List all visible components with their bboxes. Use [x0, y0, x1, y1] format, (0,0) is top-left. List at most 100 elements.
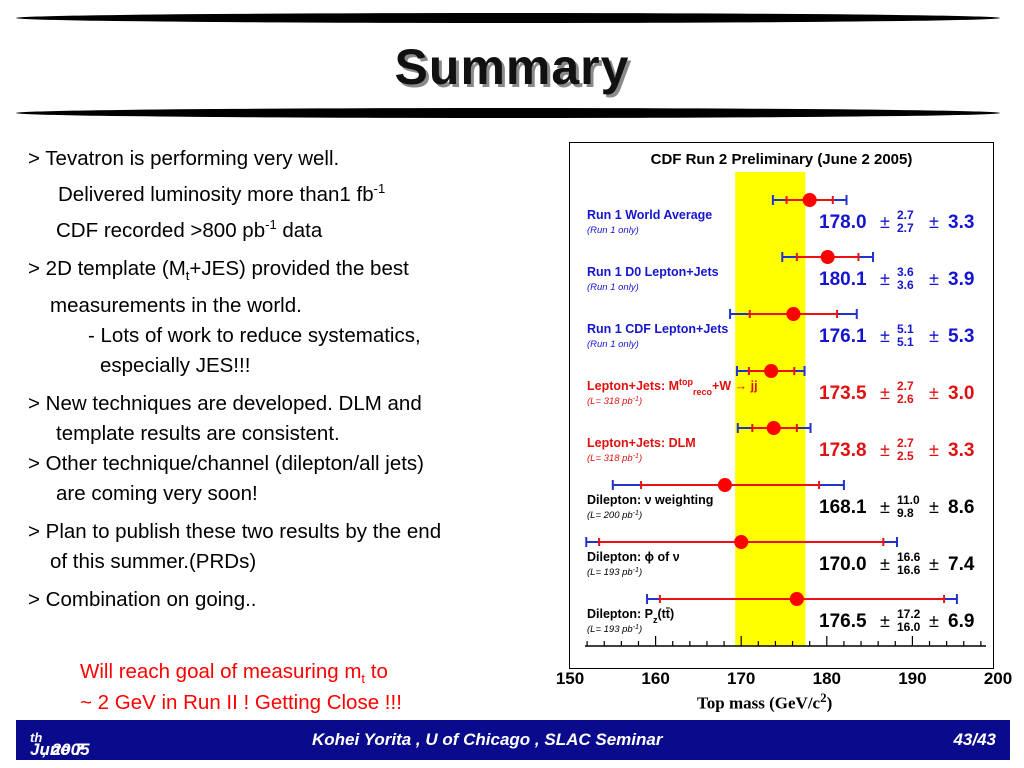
measurement-value: 168.1: [819, 497, 867, 518]
syst-error: 8.6: [948, 497, 974, 518]
stat-error-up: 16.6: [897, 550, 921, 564]
bullet-text: template results are consistent.: [56, 421, 340, 445]
stat-error-down: 2.7: [897, 221, 914, 235]
measurement-label: Dilepton: ϕ of ν: [587, 550, 680, 564]
plus-minus-sign: ±: [929, 611, 939, 631]
plus-minus-sign: ±: [929, 383, 939, 403]
stat-error-up: 2.7: [897, 208, 914, 222]
x-tick-label: 160: [641, 669, 669, 688]
stat-error-up: 5.1: [897, 322, 914, 336]
bullet-text: > 2D template (Mt+JES) provided the best: [28, 256, 409, 283]
measurement-value: 176.1: [819, 326, 867, 347]
bullet-text: especially JES!!!: [100, 353, 251, 377]
measurement-luminosity: (L= 200 pb-1): [587, 510, 642, 522]
measurement-label: Dilepton: ν weighting: [587, 493, 713, 507]
plus-minus-sign: ±: [880, 383, 890, 403]
footer-page-number: 43/43: [953, 730, 996, 749]
x-tick-label: 180: [813, 669, 841, 688]
combined-band: [735, 172, 806, 646]
data-point: [802, 193, 817, 207]
plus-minus-sign: ±: [880, 269, 890, 289]
plus-minus-sign: ±: [929, 212, 939, 232]
bullet-text: of this summer.(PRDs): [50, 549, 257, 573]
stat-error-up: 17.2: [897, 607, 921, 621]
footer-presenter: Kohei Yorita , U of Chicago , SLAC Semin…: [312, 730, 663, 749]
plus-minus-sign: ±: [880, 554, 890, 574]
slide-title: Summary: [394, 39, 630, 95]
plus-minus-sign: ±: [880, 611, 890, 631]
measurement-label: Lepton+Jets: DLM: [587, 436, 696, 450]
measurement-label: Run 1 World Average: [587, 208, 712, 222]
goal-line: ~ 2 GeV in Run II ! Getting Close !!!: [80, 691, 402, 715]
x-tick-label: 200: [984, 669, 1012, 688]
x-axis-label: Top mass (GeV/c2): [697, 690, 833, 713]
plus-minus-sign: ±: [880, 326, 890, 346]
bullet-text: are coming very soon!: [56, 481, 258, 505]
measurement-value: 173.5: [819, 383, 867, 404]
stat-error-down: 16.0: [897, 620, 921, 634]
measurement-value: 180.1: [819, 269, 867, 290]
plus-minus-sign: ±: [929, 440, 939, 460]
measurement-value: 176.5: [819, 611, 867, 632]
stat-error-up: 3.6: [897, 265, 914, 279]
stat-error-down: 16.6: [897, 563, 921, 577]
measurement-luminosity: (Run 1 only): [587, 339, 639, 350]
data-point: [717, 478, 732, 492]
syst-error: 6.9: [948, 611, 974, 632]
data-point: [766, 421, 781, 435]
syst-error: 7.4: [948, 554, 975, 575]
syst-error: 3.0: [948, 383, 974, 404]
measurement-luminosity: (Run 1 only): [587, 225, 639, 236]
stat-error-down: 2.6: [897, 392, 914, 406]
goal-note: Will reach goal of measuring mt to ~ 2 G…: [80, 660, 560, 715]
data-point: [764, 364, 779, 378]
data-point: [734, 535, 749, 549]
stat-error-up: 2.7: [897, 379, 914, 393]
syst-error: 5.3: [948, 326, 974, 347]
syst-error: 3.3: [948, 212, 974, 233]
stat-error-up: 11.0: [897, 493, 920, 507]
measurement-label: Dilepton: Pz(tt̄): [587, 607, 674, 625]
measurement-luminosity: (L= 318 pb-1): [587, 453, 642, 465]
plus-minus-sign: ±: [929, 326, 939, 346]
measurement-value: 170.0: [819, 554, 867, 575]
x-tick-label: 150: [556, 669, 584, 688]
measurement-value: 173.8: [819, 440, 867, 461]
bullet-text: Delivered luminosity more than1 fb-1: [58, 181, 386, 206]
x-tick-label: 190: [898, 669, 926, 688]
bullet-text: measurements in the world.: [50, 293, 302, 317]
measurement-value: 178.0: [819, 212, 867, 233]
top-divider: [16, 13, 1000, 23]
measurement-label: Lepton+Jets: Mtopreco+W → jj: [587, 377, 758, 397]
stat-error-down: 2.5: [897, 449, 914, 463]
measurement-luminosity: (L= 193 pb-1): [587, 624, 642, 636]
data-point: [789, 592, 804, 606]
plus-minus-sign: ±: [880, 212, 890, 232]
plus-minus-sign: ±: [929, 554, 939, 574]
plus-minus-sign: ±: [929, 497, 939, 517]
plus-minus-sign: ±: [929, 269, 939, 289]
stat-error-down: 9.8: [897, 506, 914, 520]
chart-title: CDF Run 2 Preliminary (June 2 2005): [650, 151, 913, 168]
title-divider: [16, 108, 1000, 118]
syst-error: 3.3: [948, 440, 974, 461]
measurement-luminosity: (L= 193 pb-1): [587, 567, 642, 579]
bullet-text: - Lots of work to reduce systematics,: [88, 323, 421, 347]
data-point: [786, 307, 801, 321]
measurement-luminosity: (L= 318 pb-1): [587, 396, 642, 408]
syst-error: 3.9: [948, 269, 974, 290]
stat-error-up: 2.7: [897, 436, 914, 450]
bullet-text: > Tevatron is performing very well.: [28, 147, 340, 170]
data-point: [820, 250, 835, 264]
bullet-text: > Combination on going..: [28, 587, 257, 611]
plus-minus-sign: ±: [880, 497, 890, 517]
bullet-list: > Tevatron is performing very well. Deli…: [28, 144, 558, 615]
measurement-label: Run 1 CDF Lepton+Jets: [587, 322, 728, 336]
bullet-text: > Plan to publish these two results by t…: [28, 519, 442, 543]
stat-error-down: 5.1: [897, 335, 914, 349]
plus-minus-sign: ±: [880, 440, 890, 460]
bullet-text: > Other technique/channel (dilepton/all …: [28, 451, 425, 475]
